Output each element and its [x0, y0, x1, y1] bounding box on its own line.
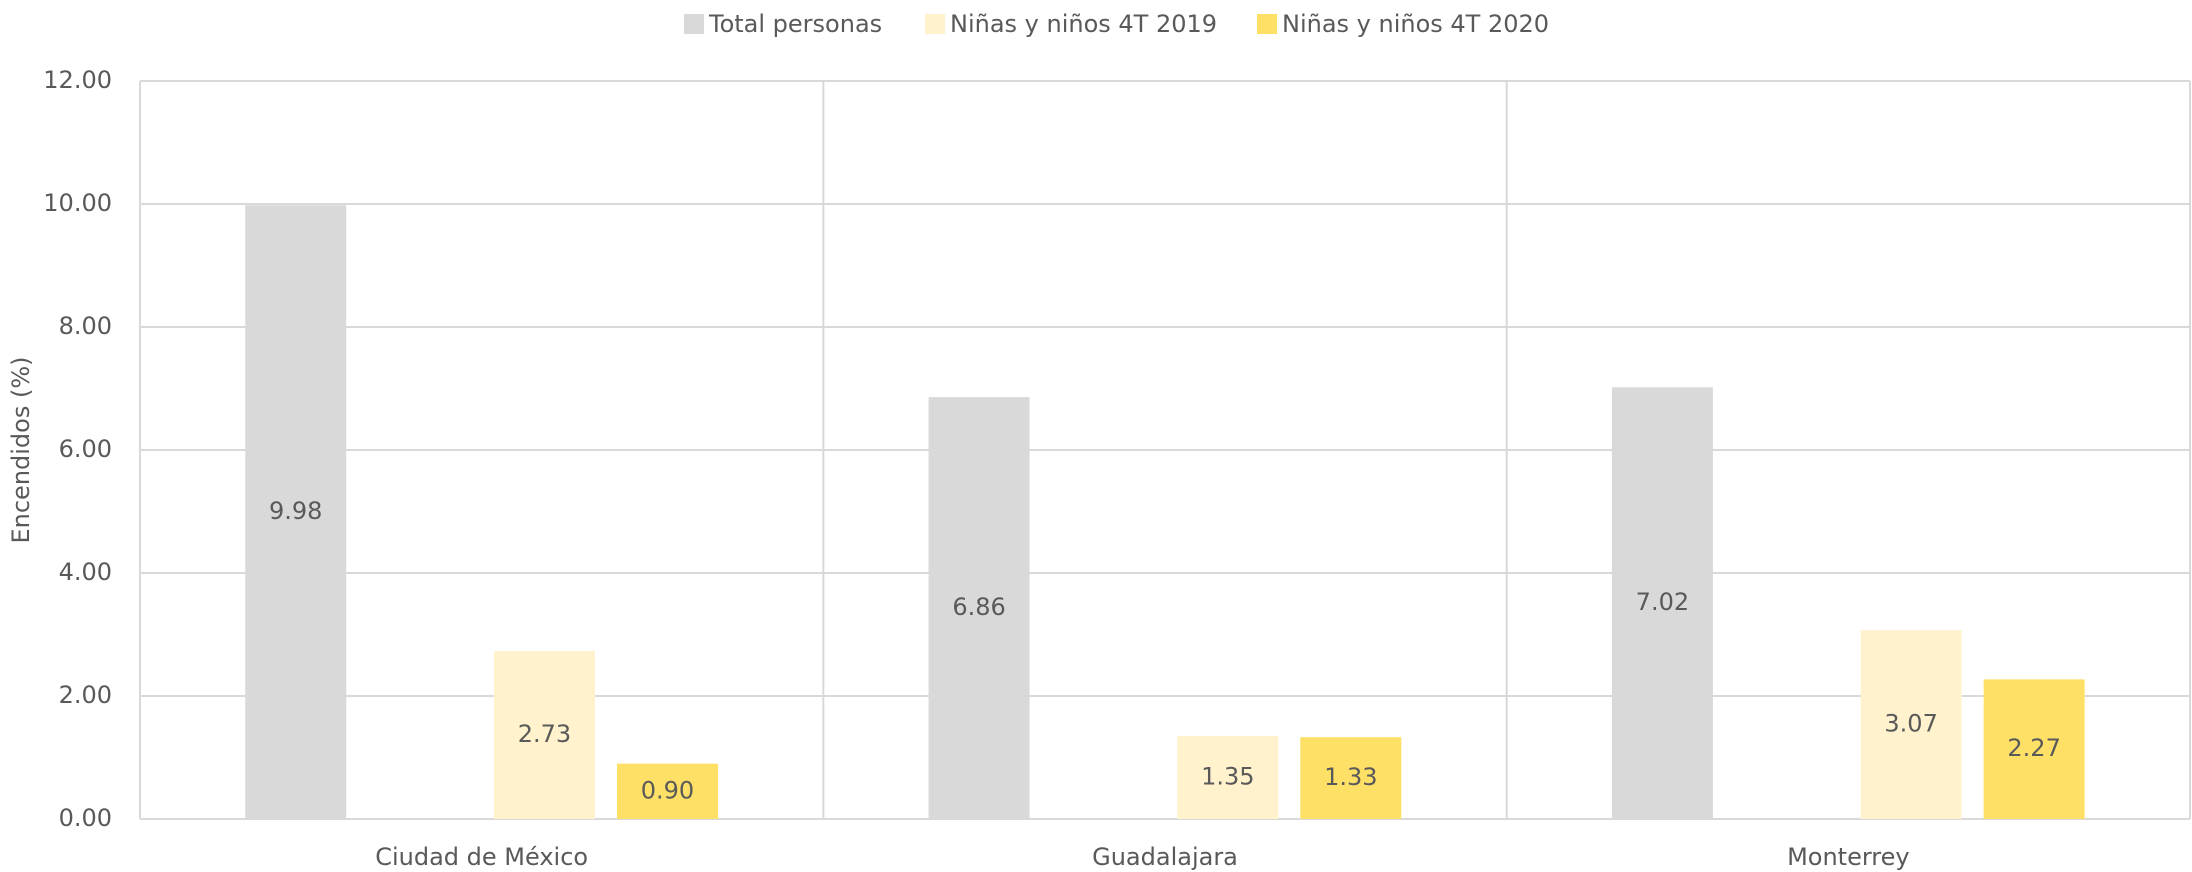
y-tick-label: 4.00: [59, 558, 112, 586]
bar: [1983, 679, 2085, 819]
x-tick-label: Guadalajara: [1092, 843, 1238, 871]
y-tick-label: 0.00: [59, 804, 112, 832]
legend-swatch: [684, 14, 704, 34]
y-tick-label: 6.00: [59, 435, 112, 463]
y-tick-label: 8.00: [59, 312, 112, 340]
data-label: 1.35: [1201, 762, 1254, 790]
data-label: 1.33: [1324, 763, 1377, 791]
bar: [1300, 737, 1402, 819]
data-label: 0.90: [641, 776, 694, 804]
bar: [616, 763, 718, 819]
bar: [1611, 387, 1713, 819]
x-tick-label: Monterrey: [1787, 843, 1910, 871]
bar: [493, 651, 595, 819]
legend-label: Total personas: [708, 10, 882, 38]
bar: [245, 205, 347, 820]
y-tick-label: 12.00: [43, 66, 112, 94]
bar: [1860, 630, 1962, 819]
bar: [1177, 735, 1279, 819]
data-label: 2.27: [2007, 734, 2060, 762]
y-tick-label: 10.00: [43, 189, 112, 217]
data-label: 9.98: [269, 497, 322, 525]
y-axis-label: Encendidos (%): [7, 356, 35, 543]
legend-label: Niñas y niños 4T 2019: [950, 10, 1217, 38]
legend-label: Niñas y niños 4T 2020: [1282, 10, 1549, 38]
data-label: 6.86: [952, 593, 1005, 621]
x-tick-label: Ciudad de México: [375, 843, 588, 871]
legend-swatch: [925, 14, 945, 34]
data-label: 7.02: [1636, 588, 1689, 616]
bar: [928, 397, 1030, 819]
data-label: 2.73: [518, 720, 571, 748]
data-label: 3.07: [1884, 710, 1937, 738]
y-tick-label: 2.00: [59, 681, 112, 709]
legend-swatch: [1257, 14, 1277, 34]
